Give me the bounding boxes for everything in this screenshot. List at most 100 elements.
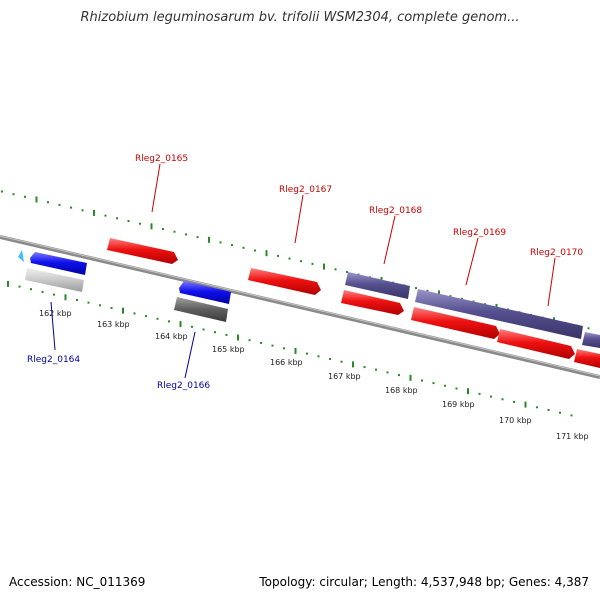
tick-minor bbox=[127, 220, 130, 222]
small-feature-marker[interactable] bbox=[18, 250, 24, 262]
tick-minor bbox=[145, 315, 147, 318]
tick-minor bbox=[329, 358, 331, 360]
gene-rleg2-0168[interactable] bbox=[341, 290, 404, 315]
tick-major bbox=[64, 294, 67, 301]
tick-major bbox=[179, 321, 182, 328]
tick-minor bbox=[185, 233, 187, 236]
tick-minor bbox=[444, 384, 446, 387]
tick-minor bbox=[110, 307, 113, 309]
gene-label-rleg2-0167[interactable]: Rleg2_0167 bbox=[279, 185, 332, 195]
gene-label-rleg2-0166[interactable]: Rleg2_0166 bbox=[157, 381, 210, 391]
tick-major bbox=[323, 263, 325, 270]
tick-row-bottom bbox=[7, 280, 573, 417]
gene-rleg2-0171[interactable] bbox=[574, 349, 600, 368]
gene-label-rleg2-0165[interactable]: Rleg2_0165 bbox=[135, 154, 188, 164]
tick-minor bbox=[1, 190, 3, 193]
tick-minor bbox=[41, 290, 44, 293]
gene-label-rleg2-0169[interactable]: Rleg2_0169 bbox=[453, 228, 506, 238]
tick-minor bbox=[398, 374, 400, 377]
tick-major bbox=[7, 280, 9, 287]
gene-label-rleg2-0170[interactable]: Rleg2_0170 bbox=[530, 248, 583, 258]
tick-minor bbox=[196, 236, 199, 239]
tick-minor bbox=[432, 382, 435, 385]
gray-features bbox=[25, 268, 228, 322]
tick-major bbox=[35, 196, 38, 203]
tick-major bbox=[208, 236, 210, 243]
cds-feature[interactable] bbox=[582, 332, 600, 348]
tick-minor bbox=[139, 222, 141, 225]
tick-minor bbox=[87, 301, 90, 304]
tick-minor bbox=[242, 246, 245, 249]
gene-label-rleg2-0164[interactable]: Rleg2_0164 bbox=[27, 355, 80, 365]
kbp-label: 170 kbp bbox=[499, 416, 532, 425]
kbp-label: 163 kbp bbox=[97, 320, 130, 329]
forward-strand-genes bbox=[107, 238, 600, 368]
kbp-label: 162 kbp bbox=[39, 309, 72, 318]
tick-minor bbox=[47, 201, 49, 204]
tick-minor bbox=[81, 209, 84, 212]
tick-minor bbox=[559, 411, 561, 414]
kbp-label: 169 kbp bbox=[442, 400, 475, 409]
tick-major bbox=[265, 250, 268, 257]
tick-minor bbox=[173, 230, 176, 233]
tick-minor bbox=[156, 317, 159, 320]
tick-minor bbox=[99, 304, 101, 307]
tick-minor bbox=[426, 289, 429, 292]
tick-minor bbox=[12, 193, 15, 196]
gene-label-rleg2-0168[interactable]: Rleg2_0168 bbox=[369, 206, 422, 216]
gene-rleg2-0169[interactable] bbox=[411, 307, 500, 339]
gene-label-connectors bbox=[50, 163, 556, 379]
genome-backbone bbox=[0, 235, 600, 379]
gene-rleg2-0164[interactable] bbox=[30, 252, 87, 275]
tick-minor bbox=[254, 249, 256, 252]
kbp-label: 166 kbp bbox=[270, 358, 303, 367]
tick-major bbox=[467, 388, 469, 395]
gene-rleg2-0170[interactable] bbox=[497, 329, 575, 359]
gene-rleg2-0165[interactable] bbox=[107, 238, 178, 264]
tick-minor bbox=[133, 312, 136, 315]
tick-minor bbox=[260, 341, 262, 344]
tick-major bbox=[150, 223, 153, 230]
tick-major bbox=[352, 361, 354, 368]
tick-minor bbox=[513, 400, 515, 403]
gene-rleg2-0166[interactable] bbox=[179, 281, 231, 304]
tick-minor bbox=[536, 406, 538, 409]
tick-minor bbox=[277, 254, 279, 257]
tick-minor bbox=[346, 271, 348, 273]
tick-minor bbox=[288, 257, 291, 260]
tick-minor bbox=[306, 352, 308, 355]
tick-minor bbox=[311, 262, 314, 265]
topology-summary: Topology: circular; Length: 4,537,948 bp… bbox=[259, 575, 589, 589]
tick-major bbox=[237, 334, 239, 341]
tick-minor bbox=[202, 328, 205, 331]
gray-feature-dark[interactable] bbox=[174, 297, 228, 322]
kbp-label: 165 kbp bbox=[212, 345, 245, 354]
tick-minor bbox=[225, 333, 228, 336]
tick-major bbox=[294, 347, 297, 354]
tick-minor bbox=[116, 217, 118, 220]
tick-minor bbox=[24, 195, 26, 198]
tick-minor bbox=[449, 295, 452, 298]
gene-rleg2-0167[interactable] bbox=[248, 268, 321, 295]
gene-labels: Rleg2_0165 Rleg2_0167 Rleg2_0168 Rleg2_0… bbox=[27, 154, 583, 391]
accession-text: Accession: NC_011369 bbox=[9, 575, 146, 589]
cds-feature[interactable] bbox=[415, 289, 583, 339]
tick-minor bbox=[340, 360, 343, 363]
tick-minor bbox=[231, 244, 233, 247]
tick-minor bbox=[219, 241, 222, 244]
kbp-label: 168 kbp bbox=[385, 386, 418, 395]
cds-feature[interactable] bbox=[345, 272, 410, 299]
tick-major bbox=[524, 401, 527, 408]
tick-major bbox=[122, 307, 124, 314]
kbp-label: 171 kbp bbox=[556, 432, 589, 441]
tick-minor bbox=[58, 203, 61, 206]
tick-minor bbox=[334, 268, 337, 271]
tick-minor bbox=[76, 299, 78, 301]
tick-minor bbox=[547, 409, 550, 411]
tick-minor bbox=[18, 285, 21, 288]
gray-feature-light[interactable] bbox=[25, 268, 84, 292]
cds-features bbox=[345, 272, 600, 348]
tick-minor bbox=[415, 287, 417, 290]
kbp-label: 164 kbp bbox=[155, 332, 188, 341]
